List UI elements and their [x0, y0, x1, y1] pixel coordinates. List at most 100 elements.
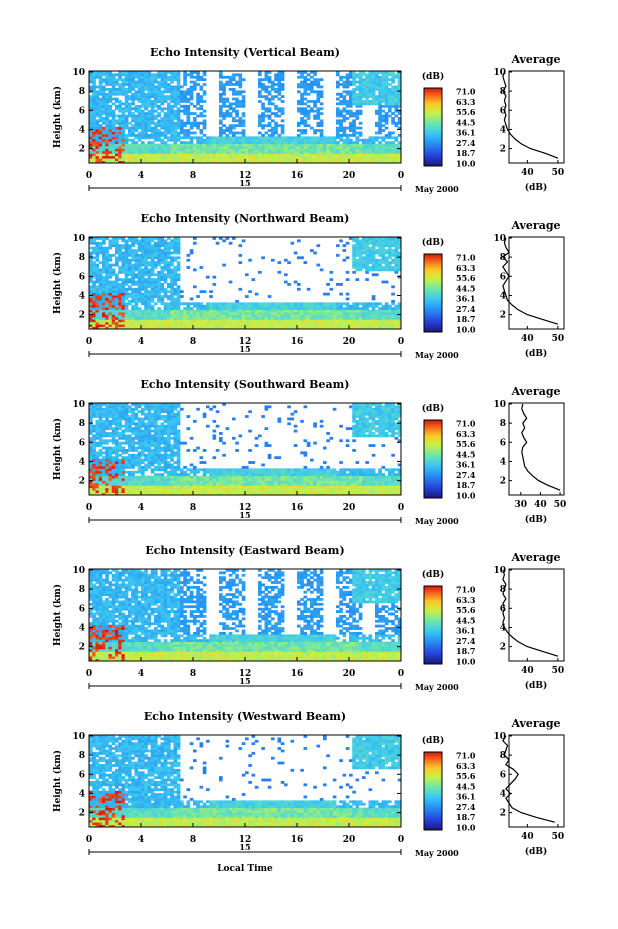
echo-cell: [303, 114, 308, 118]
echo-cell: [95, 432, 100, 435]
echo-cell: [212, 321, 217, 325]
echo-cell: [228, 312, 233, 315]
echo-cell: [339, 121, 343, 125]
echo-cell: [98, 131, 103, 135]
echo-cell: [163, 316, 168, 320]
echo-cell: [397, 133, 402, 137]
echo-cell: [98, 319, 103, 323]
echo-cell: [95, 485, 100, 489]
echo-cell: [258, 324, 262, 327]
echo-cell: [261, 160, 265, 164]
colorbar-swatch: [424, 287, 442, 290]
echo-cell: [280, 141, 285, 145]
echo-cell: [228, 83, 233, 86]
echo-cell: [111, 490, 116, 493]
colorbar-swatch: [424, 156, 442, 159]
echo-cell: [144, 160, 148, 164]
echo-cell: [284, 138, 288, 142]
echo-cell: [98, 85, 103, 89]
echo-cell: [170, 244, 174, 248]
echo-cell: [89, 487, 93, 491]
colorbar-level: 10.0: [456, 159, 476, 169]
echo-cell: [111, 270, 116, 274]
echo-cell: [297, 109, 301, 113]
echo-cell: [300, 143, 304, 147]
echo-cell: [206, 309, 210, 313]
echo-cell: [238, 146, 243, 149]
echo-cell: [297, 160, 301, 164]
echo-cell: [391, 78, 395, 82]
avg-x-tick-label: 50: [552, 334, 565, 344]
echo-cell: [378, 95, 382, 99]
echo-cell: [225, 141, 230, 145]
echo-cell: [368, 256, 373, 260]
echo-cell: [264, 309, 269, 313]
echo-cell: [297, 312, 301, 315]
echo-cell: [167, 97, 171, 101]
echo-cell: [111, 470, 116, 474]
echo-cell: [160, 270, 165, 274]
echo-cell: [258, 80, 262, 84]
echo-cell: [147, 148, 152, 152]
echo-cell: [284, 324, 288, 327]
echo-cell: [131, 95, 135, 99]
echo-cell: [102, 456, 106, 460]
echo-cell: [154, 92, 158, 96]
echo-cell: [118, 244, 122, 248]
echo-cell: [124, 83, 129, 86]
echo-cell: [144, 266, 148, 269]
echo-cell: [391, 316, 395, 320]
echo-cell: [141, 299, 145, 303]
echo-cell: [316, 136, 321, 140]
echo-cell: [251, 160, 256, 164]
echo-cell: [362, 95, 366, 99]
echo-cell: [391, 258, 395, 262]
echo-cell: [319, 90, 324, 94]
echo-cell: [134, 160, 139, 164]
echo-cell: [105, 153, 109, 157]
echo-cell: [274, 114, 278, 118]
echo-cell: [105, 133, 109, 137]
echo-cell: [115, 321, 119, 325]
echo-cell: [277, 109, 282, 113]
echo-cell: [95, 114, 100, 118]
echo-cell: [170, 319, 174, 323]
echo-cell: [160, 309, 165, 313]
echo-cell: [397, 268, 402, 272]
echo-cell: [215, 304, 220, 308]
echo-cell: [225, 319, 230, 323]
echo-cell: [397, 319, 402, 323]
echo-cell: [251, 319, 256, 323]
echo-cell: [323, 326, 327, 330]
echo-cell: [339, 146, 343, 149]
echo-cell: [258, 136, 262, 140]
echo-cell: [219, 326, 223, 330]
echo-cell: [342, 307, 347, 311]
echo-cell: [397, 102, 402, 106]
echo-cell: [98, 109, 103, 113]
echo-cell: [186, 90, 191, 94]
echo-cell: [92, 114, 96, 118]
echo-cell: [131, 287, 135, 291]
echo-cell: [150, 160, 155, 164]
echo-cell: [293, 312, 298, 315]
echo-cell: [345, 109, 350, 113]
echo-cell: [102, 258, 106, 262]
echo-cell: [118, 131, 122, 135]
echo-cell: [111, 109, 116, 113]
colorbar-swatch: [424, 304, 442, 308]
echo-cell: [349, 97, 353, 101]
echo-cell: [199, 153, 204, 157]
echo-cell: [228, 107, 233, 111]
echo-cell: [264, 85, 269, 89]
echo-cell: [176, 155, 181, 159]
echo-cell: [365, 253, 369, 257]
echo-cell: [111, 241, 116, 245]
echo-cell: [238, 136, 243, 140]
echo-cell: [394, 316, 399, 320]
echo-cell: [98, 326, 103, 330]
echo-cell: [326, 319, 330, 323]
echo-cell: [209, 136, 213, 140]
echo-cell: [365, 321, 369, 325]
echo-cell: [154, 114, 158, 118]
